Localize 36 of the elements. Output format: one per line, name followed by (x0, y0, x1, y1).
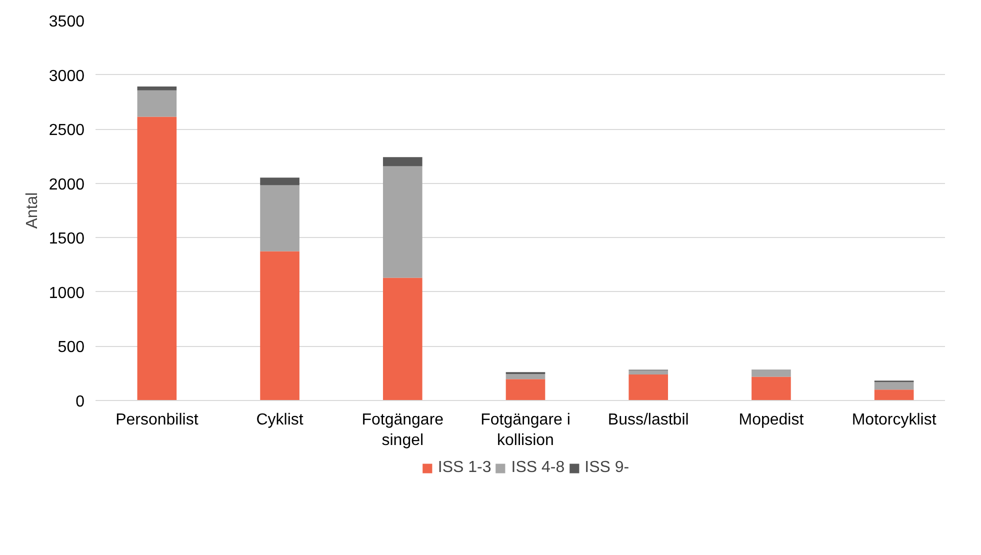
bar (260, 251, 300, 400)
x-tick-label: Motorcyklist (852, 412, 937, 428)
bar (506, 374, 546, 380)
bar (260, 178, 300, 186)
bar (752, 376, 791, 400)
y-tick-label: 2000 (48, 176, 85, 194)
y-axis-title: Antal (24, 192, 41, 229)
bar (628, 374, 668, 400)
bar (628, 370, 668, 375)
bar (874, 390, 914, 400)
x-tick-label: Personbilist (116, 412, 199, 428)
x-tick-label: Buss/lastbil (608, 412, 689, 428)
bar (137, 116, 177, 400)
legend-label: ISS 1-3 (438, 459, 492, 477)
legend-label: ISS 9- (584, 459, 630, 477)
y-tick-label: 0 (76, 394, 85, 410)
bar (874, 382, 914, 390)
bar (382, 157, 422, 166)
bar (382, 166, 422, 278)
legend-label: ISS 4-8 (511, 459, 565, 477)
y-tick-label: 3000 (48, 68, 85, 85)
x-tick-label: Cyklist (256, 412, 304, 428)
bar (752, 369, 791, 377)
x-tick-label: Fotgängare singel (362, 412, 444, 449)
x-tick-label: Fotgängare i kollision (480, 412, 570, 449)
bar (382, 278, 422, 400)
y-tick-label: 1500 (48, 230, 85, 248)
bar (260, 185, 300, 252)
y-tick-label: 3500 (48, 14, 85, 30)
y-tick-label: 1000 (48, 284, 85, 302)
x-tick-label: Mopedist (738, 412, 804, 428)
y-tick-label: 500 (58, 339, 85, 356)
bar (137, 90, 177, 117)
bar (137, 86, 177, 90)
bar (506, 379, 546, 400)
y-tick-label: 2500 (48, 122, 85, 140)
